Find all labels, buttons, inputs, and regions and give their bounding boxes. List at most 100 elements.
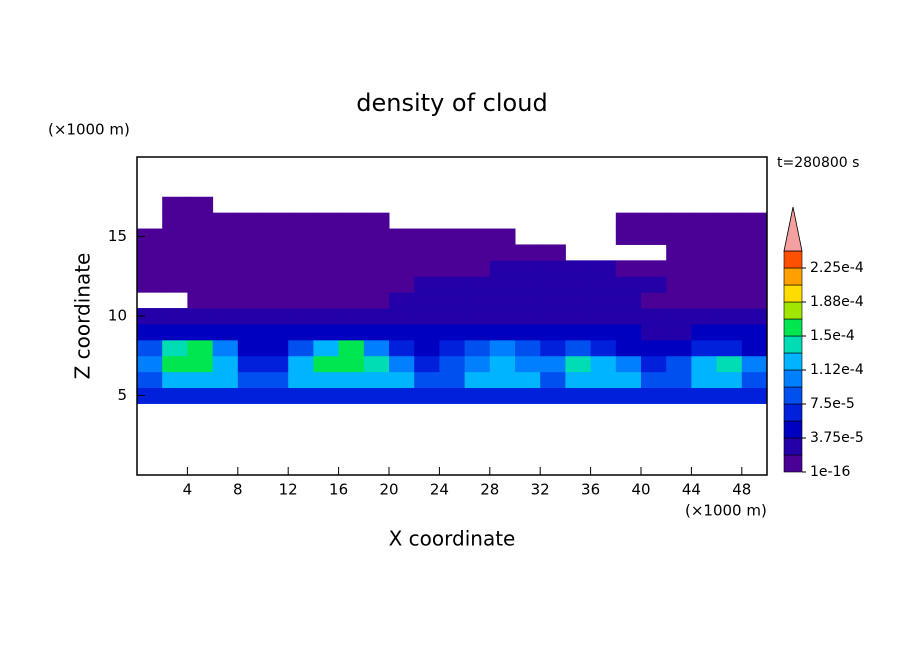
- contour-cell: [313, 292, 340, 309]
- contour-cell: [489, 387, 516, 404]
- contour-cell: [237, 308, 264, 325]
- contour-cell: [363, 244, 390, 261]
- contour-cell: [439, 228, 466, 245]
- contour-cell: [338, 228, 365, 245]
- colorbar-band: [783, 437, 803, 456]
- contour-cell: [389, 387, 415, 404]
- contour-cell: [263, 228, 289, 245]
- contour-cell: [263, 355, 289, 373]
- contour-cell: [590, 371, 617, 389]
- contour-cell: [414, 355, 440, 373]
- contour-cell: [691, 387, 718, 404]
- contour-cell: [237, 292, 264, 309]
- contour-cell: [263, 308, 289, 325]
- contour-cell: [464, 260, 491, 277]
- contour-cell: [288, 355, 314, 373]
- contour-cell: [338, 292, 365, 309]
- contour-cell: [237, 260, 264, 277]
- contour-cell: [641, 292, 667, 309]
- contour-cell: [288, 276, 314, 293]
- contour-cell: [641, 308, 667, 325]
- x-tick-label: 48: [732, 481, 751, 499]
- contour-cell: [237, 387, 264, 404]
- contour-cell: [666, 355, 692, 373]
- contour-cell: [338, 323, 365, 341]
- contour-cell: [489, 355, 516, 373]
- contour-cell: [565, 339, 592, 357]
- contour-cell: [741, 276, 768, 293]
- contour-cell: [540, 308, 566, 325]
- contour-cell: [187, 212, 214, 230]
- contour-cell: [389, 276, 415, 293]
- colorbar-band: [783, 369, 803, 388]
- contour-cell: [515, 308, 541, 325]
- contour-cell: [162, 244, 188, 261]
- contour-cell: [540, 260, 566, 277]
- contour-cell: [313, 355, 340, 373]
- contour-cell: [162, 276, 188, 293]
- colorbar-tick-label: 2.25e-4: [810, 260, 864, 276]
- contour-cell: [187, 260, 214, 277]
- contour-cell: [590, 323, 617, 341]
- contour-cell: [590, 355, 617, 373]
- contour-cell: [691, 323, 718, 341]
- colorbar-tick-label: 7.5e-5: [810, 396, 855, 412]
- contour-cell: [716, 244, 743, 261]
- contour-cell: [489, 323, 516, 341]
- contour-cell: [187, 244, 214, 261]
- contour-cell: [716, 339, 743, 357]
- contour-cell: [414, 244, 440, 261]
- contour-cell: [565, 371, 592, 389]
- contour-cell: [338, 371, 365, 389]
- contour-cell: [212, 244, 239, 261]
- contour-cell: [590, 292, 617, 309]
- contour-cell: [237, 323, 264, 341]
- contour-cell: [666, 212, 692, 230]
- contour-cell: [641, 339, 667, 357]
- contour-cell: [237, 355, 264, 373]
- contour-cell: [641, 355, 667, 373]
- contour-cell: [666, 228, 692, 245]
- contour-cell: [313, 371, 340, 389]
- contour-cell: [615, 339, 642, 357]
- contour-cell: [439, 387, 466, 404]
- contour-cell: [237, 276, 264, 293]
- contour-cell: [288, 323, 314, 341]
- contour-cell: [288, 371, 314, 389]
- contour-cell: [414, 276, 440, 293]
- contour-cell: [691, 339, 718, 357]
- contour-cell: [288, 308, 314, 325]
- contour-cell: [489, 292, 516, 309]
- contour-cell: [363, 228, 390, 245]
- contour-cell: [540, 323, 566, 341]
- colorbar-band: [783, 301, 803, 320]
- contour-cell: [666, 244, 692, 261]
- colorbar-band: [783, 267, 803, 286]
- contour-cell: [641, 323, 667, 341]
- contour-cell: [565, 292, 592, 309]
- contour-cell: [464, 355, 491, 373]
- contour-cell: [338, 308, 365, 325]
- x-tick-label: 24: [430, 481, 449, 499]
- contour-cell: [741, 355, 768, 373]
- contour-cell: [515, 244, 541, 261]
- contour-cell: [716, 260, 743, 277]
- contour-cell: [489, 228, 516, 245]
- contour-cell: [666, 260, 692, 277]
- contour-cell: [187, 355, 214, 373]
- contour-cell: [263, 244, 289, 261]
- contour-cell: [515, 292, 541, 309]
- contour-cell: [212, 323, 239, 341]
- contour-cell: [439, 244, 466, 261]
- contour-cell: [666, 339, 692, 357]
- contour-cell: [515, 276, 541, 293]
- contour-cell: [666, 323, 692, 341]
- contour-cell: [313, 244, 340, 261]
- contour-cell: [691, 260, 718, 277]
- contour-cell: [414, 371, 440, 389]
- contour-cell: [641, 276, 667, 293]
- contour-cell: [691, 276, 718, 293]
- contour-cell: [263, 212, 289, 230]
- contour-cell: [439, 308, 466, 325]
